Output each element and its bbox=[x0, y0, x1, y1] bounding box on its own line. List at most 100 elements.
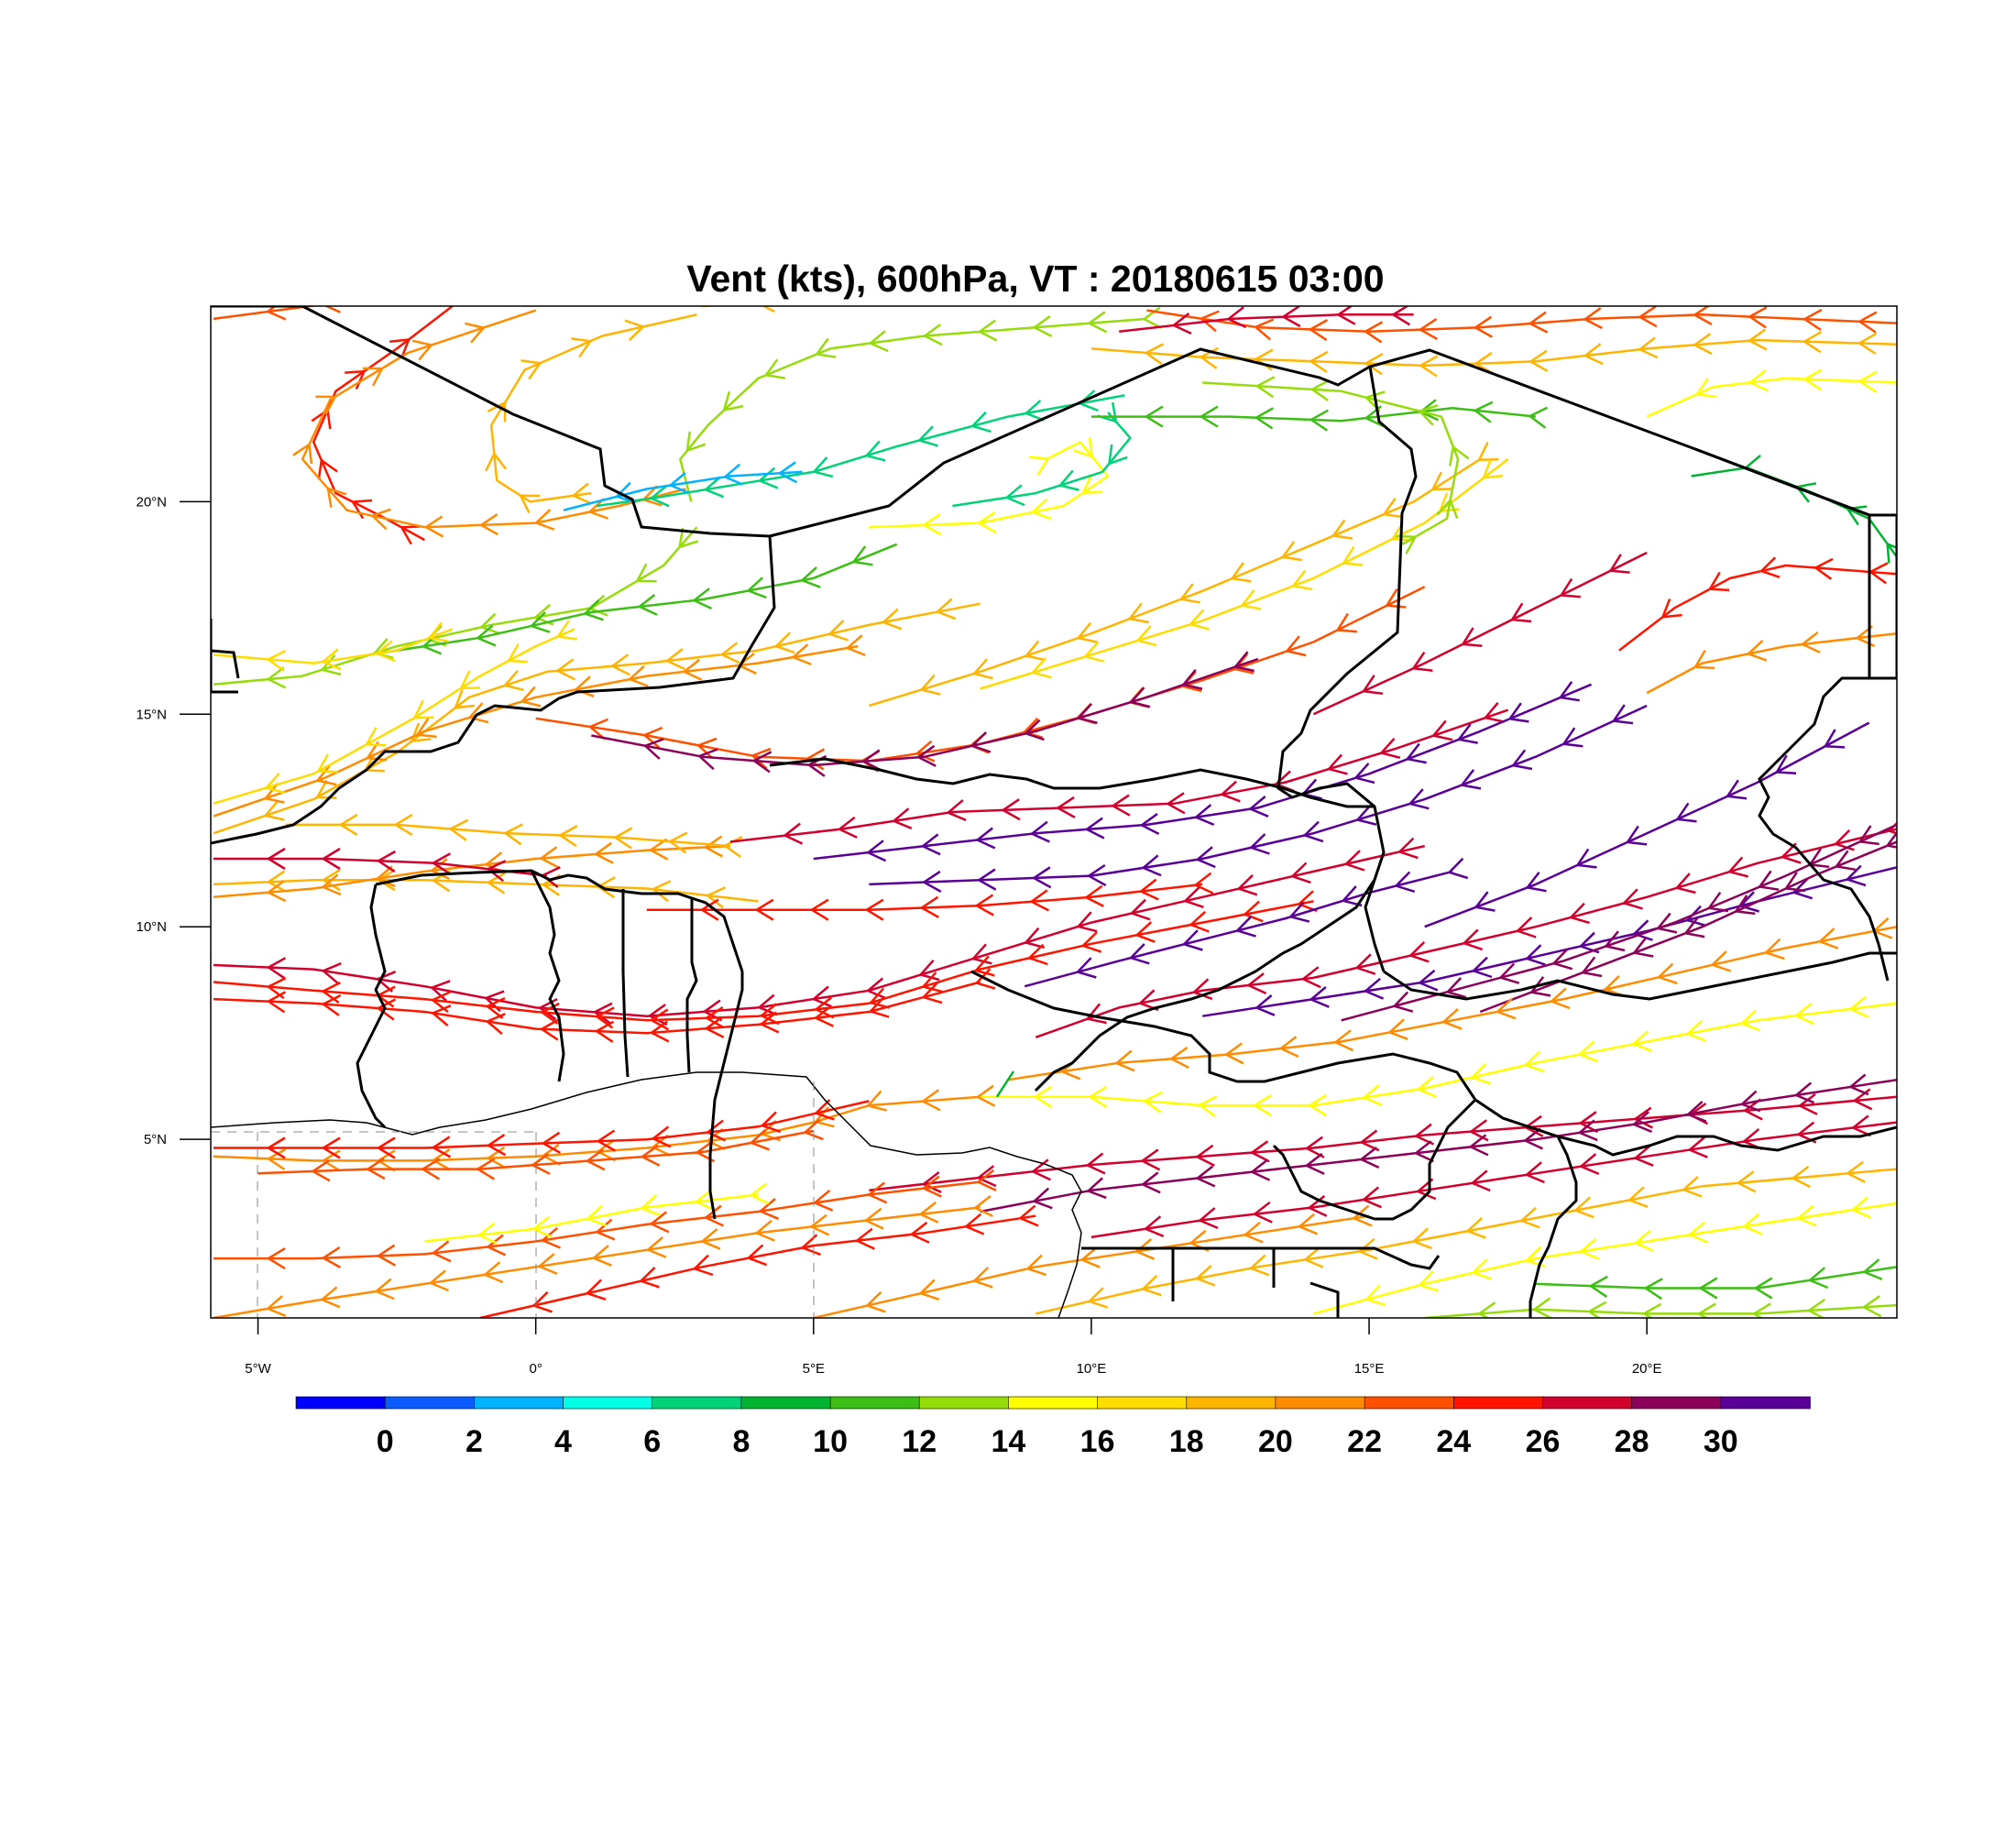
streamline-arrow bbox=[1693, 649, 1715, 670]
streamline-arrow bbox=[1634, 1229, 1654, 1252]
streamline-arrow bbox=[764, 358, 785, 379]
streamline-arrow bbox=[1024, 927, 1046, 949]
streamline-arrow bbox=[813, 1189, 834, 1212]
streamline-arrow bbox=[1363, 1084, 1383, 1106]
streamline-arrow bbox=[487, 1134, 507, 1157]
streamline-arrow bbox=[1130, 898, 1151, 921]
country-border bbox=[1528, 1136, 1578, 1318]
streamline-arrow bbox=[704, 476, 725, 499]
streamline-arrow bbox=[264, 783, 285, 804]
colorbar-swatch bbox=[1275, 1396, 1365, 1410]
streamline-arrow bbox=[1353, 1204, 1373, 1227]
streamline-arrow bbox=[1077, 702, 1098, 725]
streamline-arrow bbox=[1474, 891, 1496, 912]
streamline-arrow bbox=[1244, 1221, 1264, 1244]
streamline-arrow bbox=[652, 1125, 672, 1148]
streamline bbox=[213, 526, 698, 686]
streamline-arrow bbox=[640, 1267, 660, 1289]
country-border bbox=[211, 649, 240, 679]
streamline-arrow bbox=[267, 1136, 286, 1159]
streamline-arrow bbox=[758, 466, 779, 489]
streamline-arrow bbox=[976, 1084, 996, 1107]
colorbar-swatch bbox=[740, 1396, 831, 1410]
streamline-arrow bbox=[1130, 686, 1151, 708]
streamline bbox=[214, 1100, 870, 1149]
streamline-arrow bbox=[1189, 910, 1210, 933]
streamline-arrow bbox=[1342, 885, 1363, 907]
streamline-arrow bbox=[1414, 1140, 1434, 1163]
streamline bbox=[312, 306, 454, 542]
streamline-arrow bbox=[1686, 1019, 1706, 1042]
streamline bbox=[214, 1180, 981, 1260]
streamline-arrow bbox=[1740, 1090, 1761, 1113]
streamline-arrow bbox=[367, 1157, 386, 1180]
streamline-arrow bbox=[1028, 456, 1049, 477]
streamline-arrow bbox=[1550, 987, 1571, 1010]
streamline-arrow bbox=[1031, 498, 1052, 521]
streamline-arrow bbox=[1139, 878, 1159, 901]
streamline bbox=[813, 683, 1593, 861]
streamline-arrow bbox=[1419, 355, 1439, 378]
streamline-arrow bbox=[432, 852, 452, 875]
streamline-arrow bbox=[1528, 406, 1549, 429]
streamline-arrow bbox=[322, 1246, 342, 1268]
streamline-arrow bbox=[339, 813, 358, 836]
streamline-arrow bbox=[917, 744, 937, 767]
streamline bbox=[1035, 1168, 1897, 1315]
streamline-arrow bbox=[1081, 474, 1103, 494]
country-border bbox=[1375, 1098, 1477, 1221]
streamline-arrow bbox=[422, 1158, 441, 1180]
streamline-arrow bbox=[366, 741, 388, 762]
streamline-arrow bbox=[449, 818, 469, 841]
streamline-arrow bbox=[1638, 306, 1658, 328]
streamline-arrow bbox=[1247, 972, 1267, 995]
streamline-arrow bbox=[947, 799, 967, 822]
streamline-arrow bbox=[1221, 780, 1241, 803]
streamline-arrow bbox=[1128, 602, 1149, 624]
streamline-arrow bbox=[267, 1247, 286, 1270]
streamline-arrow bbox=[1576, 848, 1597, 869]
streamline-arrow bbox=[1744, 1098, 1763, 1121]
lon-tick-label: 5°E bbox=[803, 1361, 825, 1377]
streamline-arrow bbox=[648, 1004, 668, 1026]
streamline-arrow bbox=[322, 993, 342, 1016]
streamline-arrow bbox=[1192, 978, 1213, 1001]
country-border bbox=[1383, 951, 1897, 1001]
streamline bbox=[869, 441, 1110, 529]
streamline-arrow bbox=[1748, 369, 1769, 392]
country-border bbox=[769, 757, 1375, 808]
streamline bbox=[213, 981, 981, 1035]
streamline-arrow bbox=[1058, 469, 1079, 491]
streamline-arrow bbox=[1846, 1160, 1866, 1183]
streamline-arrow bbox=[919, 959, 940, 982]
streamline-arrow bbox=[531, 1152, 551, 1176]
country-border bbox=[211, 619, 238, 694]
streamline-arrow bbox=[1589, 1275, 1608, 1298]
streamline-arrow bbox=[701, 1227, 721, 1250]
streamline-arrow bbox=[923, 513, 942, 536]
streamline-arrow bbox=[866, 1290, 886, 1313]
streamline-arrow bbox=[855, 1227, 875, 1250]
streamline-arrow bbox=[507, 643, 529, 664]
streamline-arrow bbox=[1279, 1036, 1299, 1059]
streamline-arrow bbox=[804, 1118, 824, 1141]
colorbar-swatch bbox=[1631, 1396, 1722, 1410]
streamline-arrow bbox=[1408, 788, 1430, 810]
streamline-arrow bbox=[1076, 957, 1097, 979]
streamline-arrow bbox=[1182, 929, 1203, 951]
streamline-arrow bbox=[1417, 1075, 1437, 1098]
streamline-arrow bbox=[1282, 306, 1301, 328]
streamline-arrow bbox=[1342, 546, 1364, 566]
streamline-arrow bbox=[375, 1278, 395, 1301]
streamline-arrow bbox=[1309, 409, 1329, 432]
streamline-arrow bbox=[542, 1131, 561, 1154]
streamline-arrow bbox=[1005, 484, 1025, 507]
streamline-arrow bbox=[1085, 817, 1105, 840]
lon-tick-label: 5°W bbox=[245, 1361, 271, 1377]
streamline-arrow bbox=[586, 1148, 606, 1171]
streamline-arrow bbox=[705, 1006, 725, 1029]
streamline-arrow bbox=[519, 494, 541, 514]
colorbar-label: 10 bbox=[813, 1424, 848, 1459]
streamline-arrow bbox=[650, 485, 670, 508]
streamline bbox=[679, 317, 1147, 502]
